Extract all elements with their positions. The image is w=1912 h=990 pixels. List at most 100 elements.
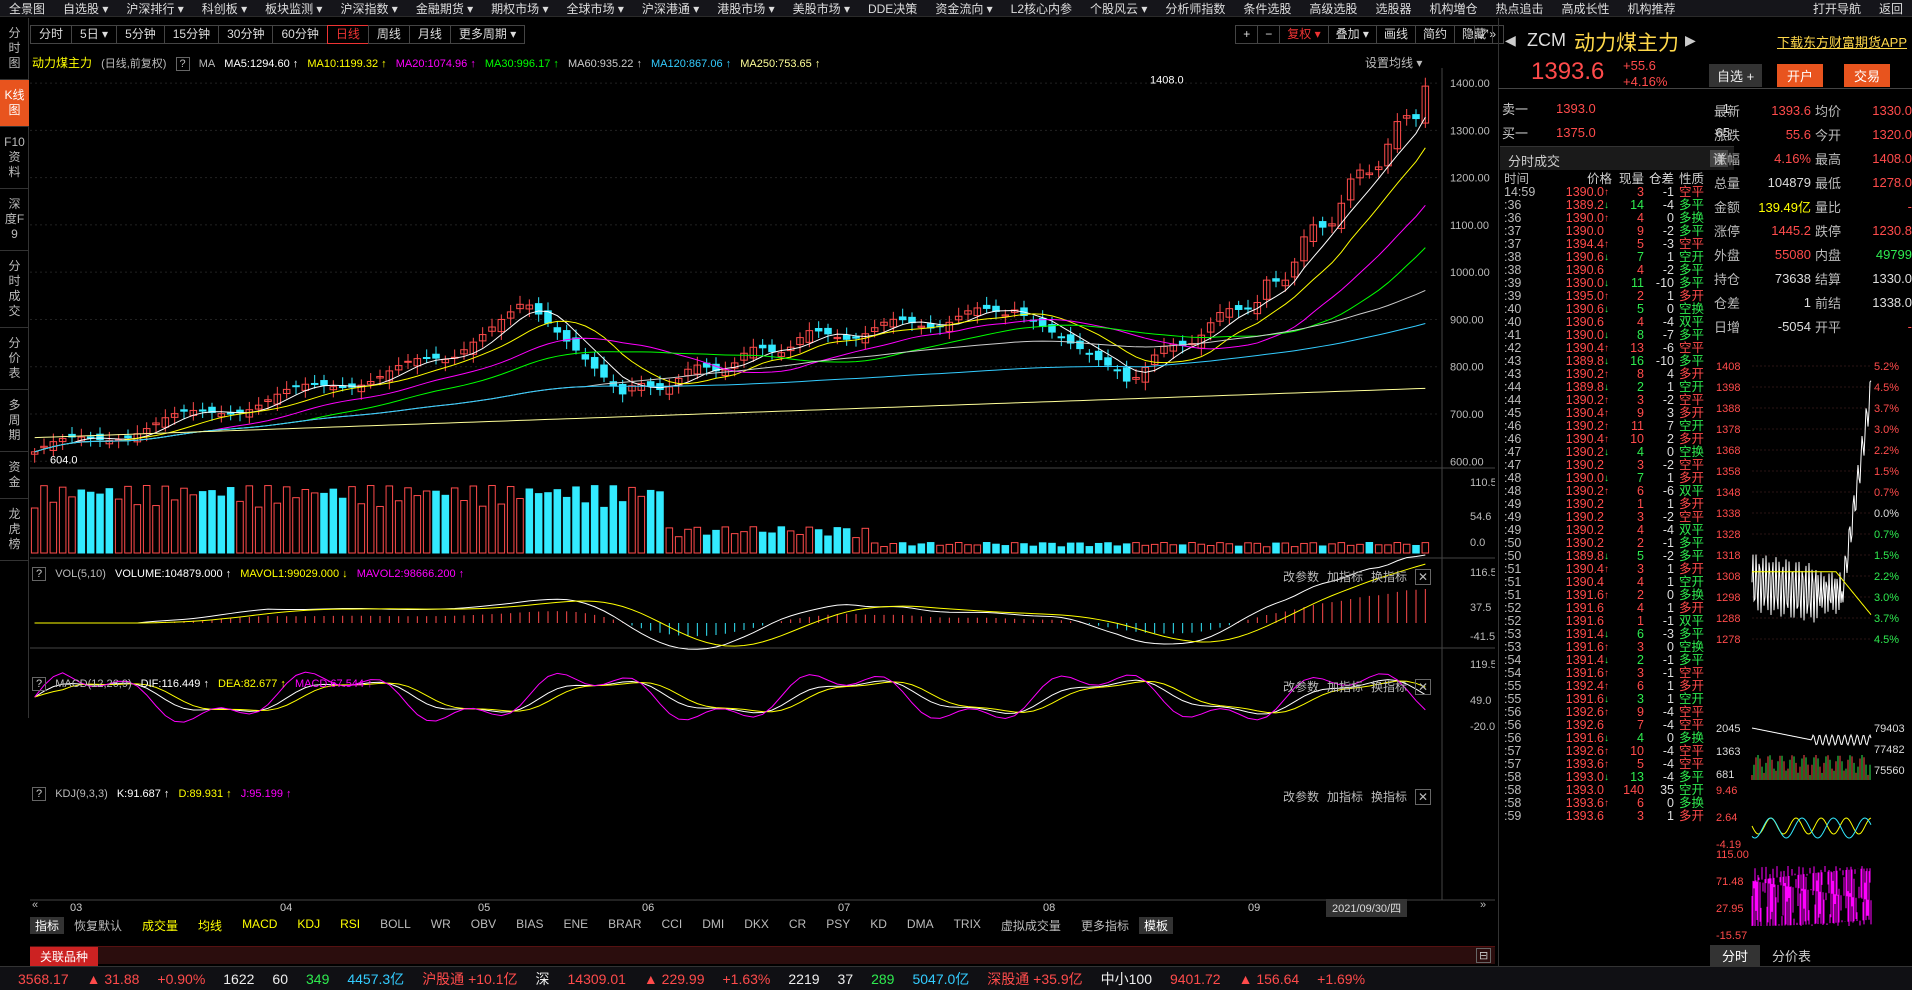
switch-indicator-button[interactable]: 换指标 <box>1371 570 1408 584</box>
period-tab[interactable]: 60分钟 <box>272 25 328 44</box>
menu-item[interactable]: 期权市场 ▾ <box>491 1 549 16</box>
side-tab[interactable]: K线图 <box>0 80 29 127</box>
menu-item[interactable]: 沪深指数 ▾ <box>340 1 398 16</box>
toolbar-button[interactable]: 画线 <box>1375 25 1416 44</box>
menu-item[interactable]: 沪深港通 ▾ <box>641 1 700 16</box>
indicator-item[interactable]: DMI <box>702 917 725 931</box>
menu-item[interactable]: 全球市场 ▾ <box>566 1 624 16</box>
expand-icon[interactable]: ⊟ <box>1476 948 1492 963</box>
close-icon[interactable]: ✕ <box>1415 789 1432 805</box>
side-tab[interactable]: F10资料 <box>0 127 29 189</box>
zoom-icon[interactable]: ⤢ <box>1474 25 1493 44</box>
menu-item[interactable]: 分析师指数 <box>1165 1 1226 16</box>
toolbar-button[interactable]: − <box>1257 25 1281 44</box>
indicator-item[interactable]: BRAR <box>608 917 642 931</box>
indicator-item[interactable]: OBV <box>470 917 497 931</box>
scroll-left-icon[interactable]: « <box>32 899 39 911</box>
switch-indicator-button[interactable]: 换指标 <box>1371 680 1408 694</box>
help-icon[interactable]: ? <box>32 567 47 581</box>
add-indicator-button[interactable]: 加指标 <box>1327 680 1364 694</box>
indicator-item[interactable]: CCI <box>661 917 683 931</box>
menu-item[interactable]: 打开导航 <box>1812 1 1861 16</box>
indicator-item[interactable]: RSI <box>340 917 361 931</box>
period-tab[interactable]: 5分钟 <box>116 25 165 44</box>
menu-item[interactable]: 自选股 ▾ <box>63 1 109 16</box>
indicator-item[interactable]: 恢复默认 <box>74 919 123 933</box>
period-tab[interactable]: 更多周期 ▾ <box>449 25 526 44</box>
indicator-item[interactable]: 均线 <box>198 919 223 933</box>
toolbar-button[interactable]: 复权 ▾ <box>1279 25 1329 44</box>
side-tab[interactable]: 龙虎榜 <box>0 499 29 561</box>
ticks-detail-button[interactable]: 详 <box>1709 150 1728 167</box>
indicator-item[interactable]: WR <box>430 917 451 931</box>
menu-item[interactable]: 资金流向 ▾ <box>935 1 993 16</box>
indicator-item[interactable]: MACD <box>242 917 278 931</box>
menu-item[interactable]: 沪深排行 ▾ <box>126 1 184 16</box>
period-tab[interactable]: 日线 <box>326 25 369 44</box>
period-tab[interactable]: 5日 ▾ <box>71 25 118 44</box>
app-download-link[interactable]: 下载东方财富期货APP <box>1777 35 1908 50</box>
indicator-item[interactable]: BOLL <box>380 917 411 931</box>
menu-item[interactable]: 全景图 <box>9 1 46 16</box>
close-icon[interactable]: ✕ <box>1415 679 1432 695</box>
indicator-item[interactable]: ENE <box>563 917 589 931</box>
menu-item[interactable]: 高级选股 <box>1309 1 1358 16</box>
tab-price-table[interactable]: 分价表 <box>1772 949 1812 964</box>
indicator-item[interactable]: KDJ <box>297 917 321 931</box>
menu-item[interactable]: 个股风云 ▾ <box>1090 1 1148 16</box>
period-tab[interactable]: 月线 <box>408 25 451 44</box>
toolbar-button[interactable]: 简约 <box>1414 25 1455 44</box>
side-tab[interactable]: 分时成交 <box>0 251 29 328</box>
period-tab[interactable]: 15分钟 <box>163 25 220 44</box>
indicator-item[interactable]: 虚拟成交量 <box>1000 919 1061 933</box>
menu-item[interactable]: 金融期货 ▾ <box>415 1 474 16</box>
open-account-button[interactable]: 开户 <box>1777 64 1824 87</box>
trade-button[interactable]: 交易 <box>1844 64 1891 87</box>
menu-item[interactable]: 机构増仓 <box>1429 1 1478 16</box>
period-tab[interactable]: 30分钟 <box>218 25 274 44</box>
side-tab[interactable]: 资金 <box>0 452 29 499</box>
edit-params-button[interactable]: 改参数 <box>1283 790 1320 804</box>
related-tab[interactable]: 关联品种 <box>30 947 99 966</box>
indicator-item[interactable]: CR <box>788 917 807 931</box>
switch-indicator-button[interactable]: 换指标 <box>1371 790 1408 804</box>
add-indicator-button[interactable]: 加指标 <box>1327 570 1364 584</box>
help-icon[interactable]: ? <box>175 57 190 71</box>
add-watchlist-button[interactable]: 自选 + <box>1709 64 1763 87</box>
toolbar-button[interactable]: + <box>1235 25 1259 44</box>
add-indicator-button[interactable]: 加指标 <box>1327 790 1364 804</box>
help-icon[interactable]: ? <box>32 677 47 691</box>
indicator-item[interactable]: 模板 <box>1138 917 1173 934</box>
menu-item[interactable]: 板块监测 ▾ <box>265 1 323 16</box>
ma-settings-button[interactable]: 设置均线 ▾ <box>1365 56 1423 70</box>
side-tab[interactable]: 多周期 <box>0 390 29 452</box>
nav-left-icon[interactable]: ◀ <box>1505 32 1516 48</box>
menu-item[interactable]: 美股市场 ▾ <box>792 1 850 16</box>
edit-params-button[interactable]: 改参数 <box>1283 680 1320 694</box>
indicator-item[interactable]: 成交量 <box>142 919 179 933</box>
menu-item[interactable]: 港股市场 ▾ <box>717 1 775 16</box>
menu-item[interactable]: L2核心内参 <box>1010 1 1073 16</box>
period-tab[interactable]: 周线 <box>367 25 410 44</box>
help-icon[interactable]: ? <box>32 787 47 801</box>
menu-item[interactable]: DDE决策 <box>867 1 918 16</box>
indicator-item[interactable]: 指标 <box>30 917 65 934</box>
scroll-right-icon[interactable]: » <box>1480 899 1487 911</box>
period-tab[interactable]: 分时 <box>30 25 73 44</box>
menu-item[interactable]: 选股器 <box>1375 1 1412 16</box>
indicator-item[interactable]: DMA <box>906 917 934 931</box>
side-tab[interactable]: 分时图 <box>0 18 29 80</box>
indicator-item[interactable]: BIAS <box>516 917 544 931</box>
kline-chart[interactable]: 1400.00 1300.00 1200.00 1100.00 1000.00 900.0… <box>30 68 1495 938</box>
nav-right-icon[interactable]: ▶ <box>1685 32 1696 48</box>
toolbar-button[interactable]: 叠加 ▾ <box>1327 25 1377 44</box>
menu-item[interactable]: 热点追击 <box>1495 1 1544 16</box>
menu-item[interactable]: 条件选股 <box>1243 1 1292 16</box>
indicator-item[interactable]: 更多指标 <box>1080 919 1129 933</box>
side-tab[interactable]: 深度F9 <box>0 189 29 251</box>
indicator-item[interactable]: TRIX <box>953 917 981 931</box>
menu-item[interactable]: 高成长性 <box>1561 1 1610 16</box>
side-tab[interactable]: 分价表 <box>0 328 29 390</box>
close-icon[interactable]: ✕ <box>1415 569 1432 585</box>
menu-item[interactable]: 科创板 ▾ <box>201 1 248 16</box>
